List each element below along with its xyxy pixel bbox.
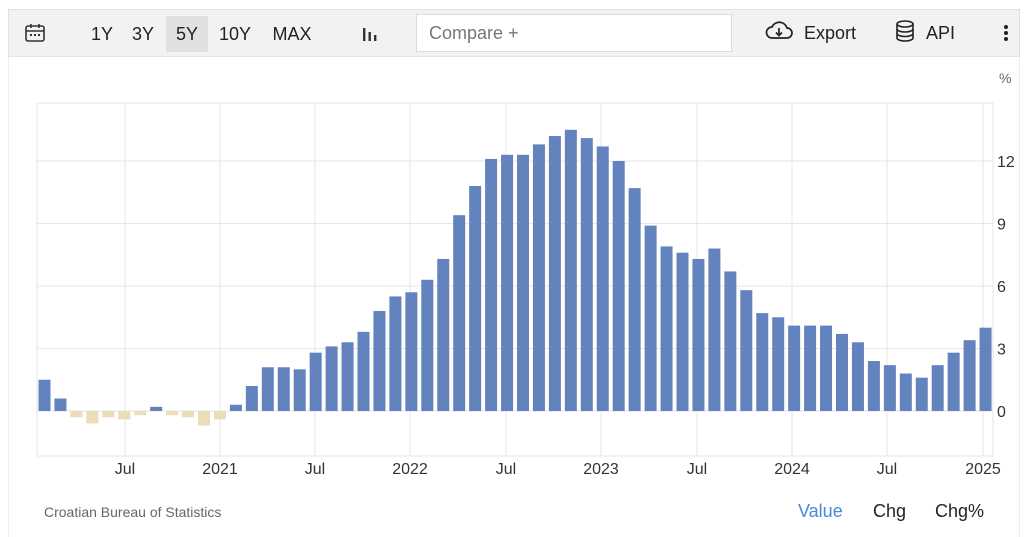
bar [357,331,370,411]
source-label: Croatian Bureau of Statistics [44,504,222,520]
x-tick-label: 2022 [392,461,428,478]
chart-frame [8,57,1020,537]
bar [676,252,689,411]
bar [54,398,67,411]
mode-chg-button[interactable]: Chg [873,501,907,521]
bar [740,290,753,411]
x-tick-label: Jul [687,461,707,478]
bar [229,404,242,411]
y-tick-label: 6 [997,279,1006,296]
bar [405,292,418,411]
bar [548,136,561,411]
x-tick-label: Jul [115,461,135,478]
bar [820,325,833,411]
bar [517,154,529,411]
y-tick-label: 3 [997,342,1006,359]
plot-area [36,102,994,457]
bar [213,411,226,420]
bar [70,411,83,418]
bar [660,246,673,411]
x-tick-label: Jul [496,461,516,478]
bar [182,411,195,418]
x-tick-label: 2023 [583,461,619,478]
export-label: Export [804,22,857,43]
bar [836,333,848,411]
y-tick-label: 0 [997,404,1006,421]
bar [437,258,450,411]
y-tick-label: 12 [997,154,1015,171]
bar [564,129,577,412]
bar [309,352,322,411]
bar [166,411,179,416]
bar [708,248,721,411]
x-tick-label: 2021 [202,461,238,478]
bar [277,367,290,411]
x-tick-label: 2025 [965,461,1001,478]
mode-chgpct-button[interactable]: Chg% [935,501,985,521]
range-10y-button[interactable]: 10Y [218,23,252,44]
bar [692,258,705,411]
bar [596,146,609,412]
bar [867,361,880,411]
bar [501,154,514,411]
bar [724,271,737,411]
bar [245,386,258,411]
range-3y-button[interactable]: 3Y [131,23,155,44]
x-tick-label: Jul [877,461,897,478]
bar [485,158,498,411]
bar [389,296,402,411]
bar [804,325,817,411]
x-tick-label: Jul [305,461,325,478]
bar [102,411,115,418]
range-max-button[interactable]: MAX [272,23,312,44]
bar [644,225,657,411]
bar [150,406,163,411]
bar [86,411,99,424]
database-icon [894,19,916,48]
y-axis-unit: % [999,70,1012,86]
bar [772,317,785,411]
bar [883,365,896,411]
compare-input[interactable] [416,14,732,52]
bar [931,365,944,411]
bar [532,144,545,411]
calendar-icon[interactable] [23,10,47,56]
api-button[interactable]: API [894,10,955,56]
x-tick-label: 2024 [774,461,810,478]
bar [373,311,386,411]
more-vertical-icon[interactable] [999,10,1013,56]
bar [899,373,912,411]
bar [580,138,593,411]
bar [325,346,338,411]
mode-value-button[interactable]: Value [798,501,843,521]
api-label: API [926,22,956,43]
bar [293,369,306,411]
bar-chart-icon[interactable] [359,10,381,56]
y-tick-label: 9 [997,217,1006,234]
bar [38,379,51,411]
bar [788,325,801,411]
bar [628,188,641,411]
bar [198,411,210,426]
range-5y-button[interactable]: 5Y [166,16,208,52]
chart-toolbar: 1Y 3Y 5Y 10Y MAX Export [8,9,1020,57]
bar [979,327,992,411]
bar [756,313,769,411]
bar [963,340,976,411]
bar [118,411,131,420]
bar [851,342,864,411]
export-button[interactable]: Export [764,10,856,56]
bar [915,377,928,411]
bar [261,367,274,411]
cloud-download-icon [764,20,794,47]
bar [421,279,434,411]
bar [612,161,625,411]
bar [469,186,482,411]
range-1y-button[interactable]: 1Y [90,23,114,44]
bar [134,411,147,416]
bar [341,342,354,411]
bar [453,215,466,411]
bar [947,352,960,411]
